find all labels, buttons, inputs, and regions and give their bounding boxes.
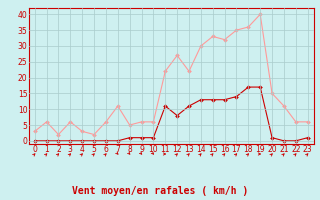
Text: Vent moyen/en rafales ( km/h ): Vent moyen/en rafales ( km/h )	[72, 186, 248, 196]
